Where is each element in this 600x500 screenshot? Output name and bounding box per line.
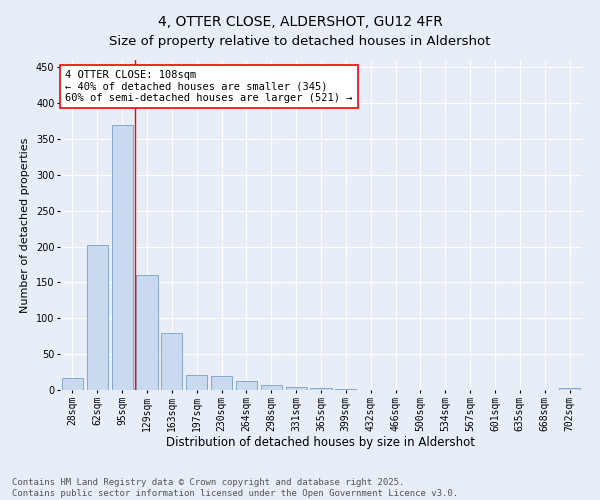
Bar [136, 275, 158, 390]
Bar [112, 124, 133, 390]
Text: 4, OTTER CLOSE, ALDERSHOT, GU12 4FR: 4, OTTER CLOSE, ALDERSHOT, GU12 4FR [158, 15, 442, 29]
Text: Contains HM Land Registry data © Crown copyright and database right 2025.
Contai: Contains HM Land Registry data © Crown c… [12, 478, 458, 498]
Bar [186, 375, 207, 390]
Bar [62, 378, 83, 390]
Bar [211, 376, 232, 390]
Bar [310, 388, 332, 390]
Bar [161, 332, 182, 390]
Y-axis label: Number of detached properties: Number of detached properties [20, 138, 30, 312]
Text: Size of property relative to detached houses in Aldershot: Size of property relative to detached ho… [109, 35, 491, 48]
Bar [236, 380, 257, 390]
Bar [286, 387, 307, 390]
Bar [261, 385, 282, 390]
X-axis label: Distribution of detached houses by size in Aldershot: Distribution of detached houses by size … [167, 436, 476, 450]
Bar [87, 245, 108, 390]
Text: 4 OTTER CLOSE: 108sqm
← 40% of detached houses are smaller (345)
60% of semi-det: 4 OTTER CLOSE: 108sqm ← 40% of detached … [65, 70, 353, 103]
Bar [559, 388, 580, 390]
